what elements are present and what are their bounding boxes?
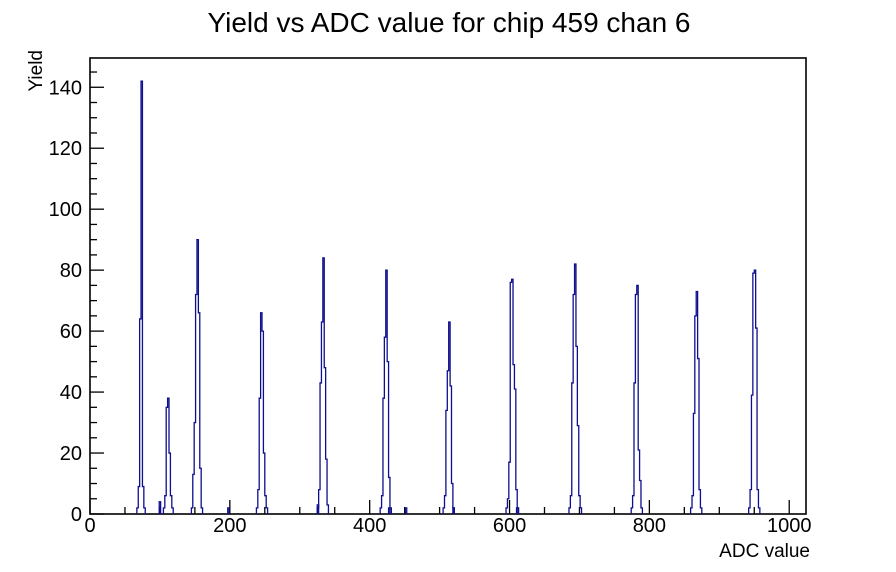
x-tick-label: 800 xyxy=(633,515,666,537)
histogram-peak xyxy=(136,80,146,514)
histogram-peak xyxy=(316,257,330,514)
plot-generated-content: 0 200 400 600 800 1000 0 20 40 60 80 100 120 140 xyxy=(49,57,812,537)
histogram-peak xyxy=(379,269,393,514)
histogram-peak xyxy=(442,321,455,514)
histogram-stray-bin xyxy=(387,507,391,514)
histogram-peak xyxy=(505,278,520,514)
histogram-peak xyxy=(162,397,174,514)
y-axis-title: Yield xyxy=(26,50,47,92)
x-tick-label: 0 xyxy=(84,515,95,537)
y-tick-label: 120 xyxy=(49,138,82,160)
y-tick-label: 60 xyxy=(60,321,82,343)
y-tick-label: 140 xyxy=(49,77,82,99)
histogram-stray-bin xyxy=(452,507,455,514)
histogram-stray-bin xyxy=(404,507,408,514)
y-tick-label: 80 xyxy=(60,260,82,282)
y-tick-label: 20 xyxy=(60,443,82,465)
y-tick-label: 0 xyxy=(71,504,82,526)
y-tick-label: 40 xyxy=(60,382,82,404)
chart-title: Yield vs ADC value for chip 459 chan 6 xyxy=(207,7,690,38)
histogram-stray-bin xyxy=(515,507,519,514)
x-tick-label: 400 xyxy=(353,515,386,537)
histogram-stray-bin xyxy=(158,501,162,514)
histogram-peak xyxy=(568,263,583,514)
histogram-stray-bin xyxy=(316,504,320,514)
x-tick-label: 600 xyxy=(493,515,526,537)
histogram-stray-bin xyxy=(227,507,230,514)
histogram-peak xyxy=(630,284,644,514)
histogram-peak xyxy=(748,269,761,514)
histogram-peak xyxy=(689,290,703,514)
histogram-peak xyxy=(255,312,269,514)
x-axis-title: ADC value xyxy=(719,541,810,562)
y-tick-label: 100 xyxy=(49,199,82,221)
x-tick-label: 1000 xyxy=(767,515,812,537)
x-tick-label: 200 xyxy=(213,515,246,537)
histogram-peak xyxy=(190,239,204,514)
